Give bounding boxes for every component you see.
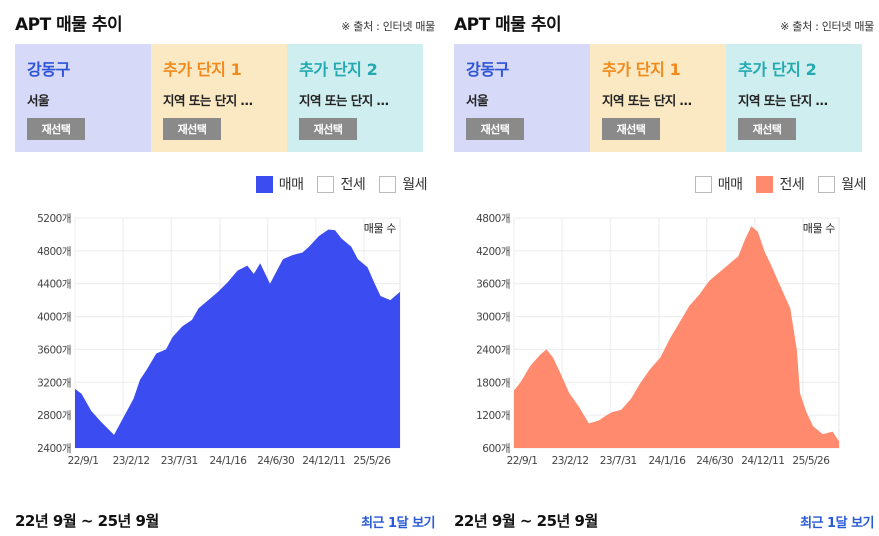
region-cards: 강동구 서울 재선택 추가 단지 1 지역 또는 단지 … 재선택 추가 단지 … xyxy=(15,44,423,152)
checkbox-icon[interactable] xyxy=(694,175,712,193)
panel-left: APT 매물 추이 ※ 출처 : 인터넷 매물 강동구 서울 재선택 추가 단지… xyxy=(15,0,435,536)
y-tick-label: 4400개 xyxy=(37,279,71,291)
card-subtitle: 지역 또는 단지 … xyxy=(163,93,253,108)
card-region-gangdong: 강동구 서울 재선택 xyxy=(454,44,590,152)
source-note: ※ 출처 : 인터넷 매물 xyxy=(341,20,435,33)
y-tick-label: 3000개 xyxy=(476,312,510,324)
listing-chart-sale: 2400개 2800개 3200개 3600개 4000개 4400개 4800개 5200개… xyxy=(37,213,401,467)
legend-jeonse[interactable]: 전세 xyxy=(317,174,366,194)
y-tick-label: 2800개 xyxy=(37,410,71,422)
series-count-label: 매물 수 xyxy=(364,222,397,235)
y-tick-label: 1800개 xyxy=(476,377,510,389)
card-title: 강동구 xyxy=(466,60,509,79)
legend-label: 매매 xyxy=(278,177,304,193)
card-subtitle: 지역 또는 단지 … xyxy=(299,93,389,108)
card-extra-complex-2[interactable]: 추가 단지 2 지역 또는 단지 … 재선택 xyxy=(287,44,423,152)
recent-month-link[interactable]: 최근 1달 보기 xyxy=(800,516,874,531)
reselect-button[interactable]: 재선택 xyxy=(299,118,357,140)
x-tick-label: 23/2/12 xyxy=(113,455,150,467)
x-tick-label: 24/1/16 xyxy=(648,455,686,467)
panel-title: APT 매물 추이 xyxy=(15,15,123,35)
x-tick-label: 23/7/31 xyxy=(161,455,198,467)
x-tick-label: 22/9/1 xyxy=(68,455,99,467)
series-area-sale xyxy=(75,229,400,448)
checkbox-icon[interactable] xyxy=(818,175,836,193)
reselect-button[interactable]: 재선택 xyxy=(163,118,221,140)
series-legend: 매매 전세 월세 xyxy=(694,174,866,194)
x-tick-label: 23/2/12 xyxy=(552,455,589,467)
y-tick-label: 4800개 xyxy=(37,246,71,258)
y-tick-label: 3600개 xyxy=(37,344,71,356)
x-tick-label: 22/9/1 xyxy=(507,455,538,467)
series-count-label: 매물 수 xyxy=(803,222,836,235)
legend-label: 월세 xyxy=(402,177,427,193)
period-label: 22년 9월 ~ 25년 9월 xyxy=(15,512,159,530)
legend-monthly-rent[interactable]: 월세 xyxy=(379,174,427,194)
recent-month-link[interactable]: 최근 1달 보기 xyxy=(361,516,435,531)
checkbox-icon[interactable] xyxy=(317,175,335,193)
series-area-jeonse xyxy=(514,226,839,448)
card-region-gangdong: 강동구 서울 재선택 xyxy=(15,44,151,152)
y-tick-label: 3600개 xyxy=(476,279,510,291)
panel-title: APT 매물 추이 xyxy=(454,15,562,35)
legend-label: 매매 xyxy=(717,177,743,193)
y-tick-label: 4200개 xyxy=(476,246,510,258)
legend-label: 전세 xyxy=(779,177,805,193)
y-tick-label: 2400개 xyxy=(476,344,510,356)
card-subtitle: 서울 xyxy=(27,93,50,108)
x-tick-label: 25/5/26 xyxy=(353,455,391,467)
card-extra-complex-2[interactable]: 추가 단지 2 지역 또는 단지 … 재선택 xyxy=(726,44,862,152)
x-tick-label: 25/5/26 xyxy=(792,455,830,467)
card-subtitle: 서울 xyxy=(466,93,489,108)
checkbox-icon[interactable] xyxy=(255,175,273,193)
y-tick-label: 4000개 xyxy=(37,312,71,324)
card-title: 추가 단지 1 xyxy=(602,60,681,79)
listing-chart-jeonse: 600개 1200개 1800개 2400개 3000개 3600개 4200개 4800개 2… xyxy=(476,213,840,467)
checkbox-icon[interactable] xyxy=(379,175,397,193)
y-tick-label: 5200개 xyxy=(37,213,71,225)
region-cards: 강동구 서울 재선택 추가 단지 1 지역 또는 단지 … 재선택 추가 단지 … xyxy=(454,44,862,152)
legend-monthly-rent[interactable]: 월세 xyxy=(818,174,866,194)
x-tick-label: 24/6/30 xyxy=(257,455,294,467)
y-tick-label: 600개 xyxy=(482,443,510,455)
reselect-button[interactable]: 재선택 xyxy=(738,118,796,140)
x-tick-label: 23/7/31 xyxy=(600,455,637,467)
x-tick-label: 24/6/30 xyxy=(696,455,733,467)
legend-label: 전세 xyxy=(340,177,366,193)
card-subtitle: 지역 또는 단지 … xyxy=(738,93,828,108)
x-tick-label: 24/1/16 xyxy=(209,455,247,467)
card-title: 추가 단지 2 xyxy=(299,60,378,79)
source-note: ※ 출처 : 인터넷 매물 xyxy=(780,20,874,33)
panel-right: APT 매물 추이 ※ 출처 : 인터넷 매물 강동구 서울 재선택 추가 단지… xyxy=(454,0,874,536)
legend-sale[interactable]: 매매 xyxy=(694,174,743,194)
legend-label: 월세 xyxy=(841,177,866,193)
y-tick-label: 4800개 xyxy=(476,213,510,225)
reselect-button[interactable]: 재선택 xyxy=(466,118,524,140)
legend-jeonse[interactable]: 전세 xyxy=(756,174,805,194)
card-subtitle: 지역 또는 단지 … xyxy=(602,93,692,108)
card-title: 추가 단지 2 xyxy=(738,60,817,79)
y-tick-label: 3200개 xyxy=(37,377,71,389)
x-tick-label: 24/12/11 xyxy=(302,455,345,467)
card-extra-complex-1[interactable]: 추가 단지 1 지역 또는 단지 … 재선택 xyxy=(151,44,287,152)
legend-sale[interactable]: 매매 xyxy=(255,174,304,194)
reselect-button[interactable]: 재선택 xyxy=(602,118,660,140)
card-title: 강동구 xyxy=(27,60,70,79)
y-tick-label: 2400개 xyxy=(37,443,71,455)
checkbox-icon[interactable] xyxy=(756,175,774,193)
reselect-button[interactable]: 재선택 xyxy=(27,118,85,140)
series-legend: 매매 전세 월세 xyxy=(255,174,427,194)
period-label: 22년 9월 ~ 25년 9월 xyxy=(454,512,598,530)
x-tick-label: 24/12/11 xyxy=(741,455,784,467)
card-title: 추가 단지 1 xyxy=(163,60,242,79)
card-extra-complex-1[interactable]: 추가 단지 1 지역 또는 단지 … 재선택 xyxy=(590,44,726,152)
y-tick-label: 1200개 xyxy=(476,410,510,422)
